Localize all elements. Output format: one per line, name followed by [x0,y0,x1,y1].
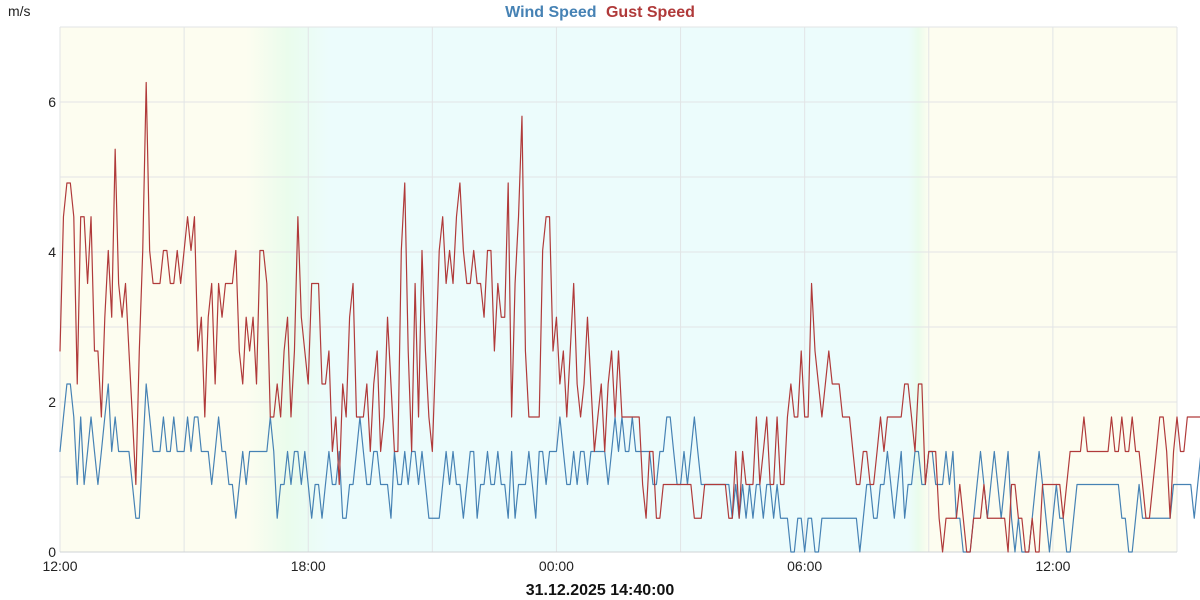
wind-speed-line[interactable] [59,383,1200,553]
day-night-background [60,27,1177,552]
y-tick-label: 4 [48,244,56,260]
y-tick-label: 6 [48,94,56,110]
chart-title: Wind Speed Gust Speed [505,4,695,21]
timestamp-footer: 31.12.2025 14:40:00 [526,582,675,599]
x-tick-label: 06:00 [787,558,822,574]
series-layer [59,81,1200,553]
y-axis-ticks: 0 2 4 6 [48,94,56,560]
y-tick-label: 2 [48,394,56,410]
legend-wind-speed[interactable]: Wind Speed [505,4,596,21]
x-tick-label: 12:00 [1035,558,1070,574]
y-axis-unit-label: m/s [8,3,31,19]
x-tick-label: 18:00 [291,558,326,574]
x-axis-ticks: 12:00 18:00 00:00 06:00 12:00 [42,558,1070,574]
gust-speed-line[interactable] [59,81,1200,553]
legend-gust-speed[interactable]: Gust Speed [606,4,695,21]
x-tick-label: 00:00 [539,558,574,574]
y-tick-label: 0 [48,544,56,560]
x-tick-label: 12:00 [42,558,77,574]
